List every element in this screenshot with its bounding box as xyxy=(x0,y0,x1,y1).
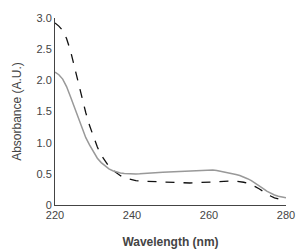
svg-text:0.5: 0.5 xyxy=(37,168,52,180)
svg-text:240: 240 xyxy=(123,209,141,221)
svg-text:3.0: 3.0 xyxy=(37,12,52,24)
svg-text:Absorbance (A.U.): Absorbance (A.U.) xyxy=(10,62,24,161)
svg-text:1.0: 1.0 xyxy=(37,137,52,149)
svg-text:220: 220 xyxy=(46,209,64,221)
svg-text:2.0: 2.0 xyxy=(37,74,52,86)
svg-text:0: 0 xyxy=(46,199,52,211)
svg-text:1.5: 1.5 xyxy=(37,105,52,117)
svg-text:Wavelength (nm): Wavelength (nm) xyxy=(122,235,218,249)
svg-text:2.5: 2.5 xyxy=(37,43,52,55)
svg-text:280: 280 xyxy=(277,209,295,221)
svg-text:260: 260 xyxy=(200,209,218,221)
